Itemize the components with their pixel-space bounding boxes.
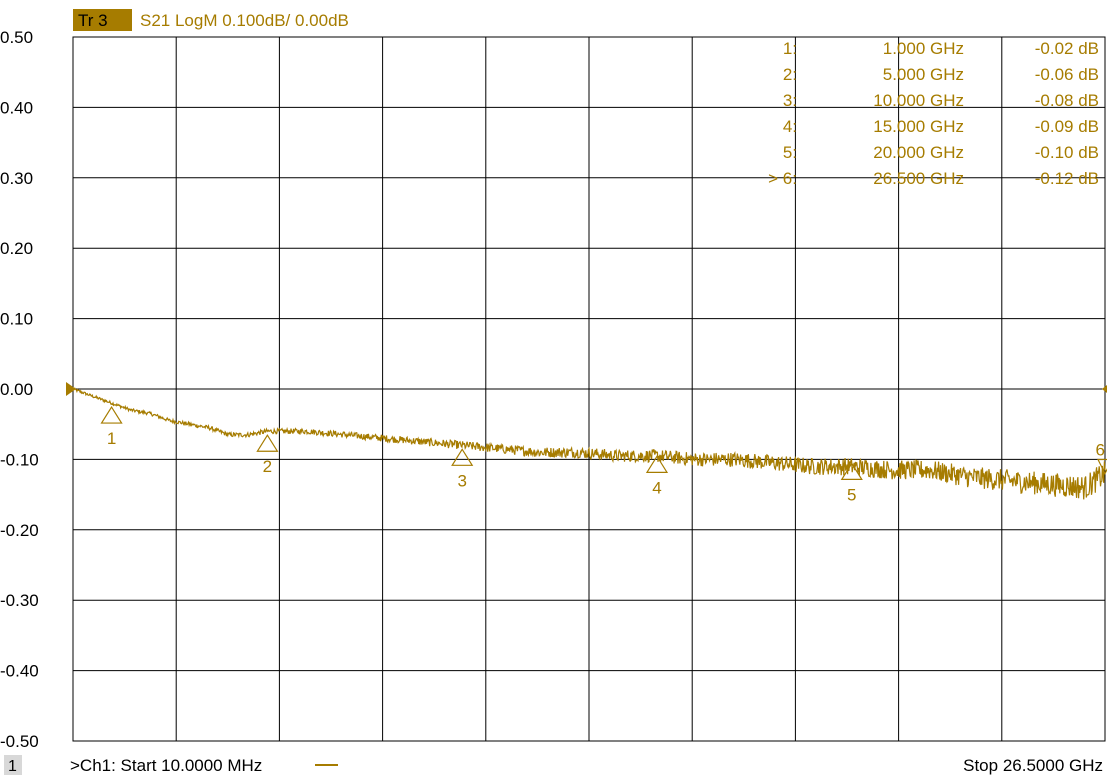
marker-table: 1: 1.000 GHz -0.02 dB 2: 5.000 GHz -0.06 dB 3:… — [768, 39, 1099, 188]
stop-frequency-label: Stop 26.5000 GHz — [963, 756, 1103, 775]
y-tick-label: -0.10 — [0, 450, 39, 469]
marker-table-value: -0.10 dB — [1035, 143, 1099, 162]
marker-table-frequency: 26.500 GHz — [873, 169, 964, 188]
plot-grid — [72, 36, 1106, 742]
y-tick-label: -0.50 — [0, 732, 39, 751]
marker-table-frequency: 20.000 GHz — [873, 143, 964, 162]
marker-table-frequency: 10.000 GHz — [873, 91, 964, 110]
marker-table-frequency: 1.000 GHz — [883, 39, 964, 58]
marker-label: 6 — [1096, 440, 1105, 459]
trace-badge[interactable]: Tr 3 — [78, 11, 108, 30]
y-tick-label: -0.30 — [0, 591, 39, 610]
y-tick-label: 0.00 — [0, 380, 33, 399]
marker-table-value: -0.08 dB — [1035, 91, 1099, 110]
marker-table-index: 3: — [783, 91, 797, 110]
y-tick-label: -0.20 — [0, 521, 39, 540]
trace-info: S21 LogM 0.100dB/ 0.00dB — [140, 11, 349, 30]
y-tick-label: 0.40 — [0, 98, 33, 117]
reference-arrow-right — [1102, 385, 1107, 393]
marker-label: 4 — [652, 478, 661, 497]
marker-table-frequency: 5.000 GHz — [883, 65, 964, 84]
y-tick-label: 0.50 — [0, 28, 33, 47]
marker-table-value: -0.12 dB — [1035, 169, 1099, 188]
reference-arrow-left — [66, 382, 76, 396]
marker-triangle-active[interactable] — [1097, 458, 1107, 475]
marker-table-index: 4: — [783, 117, 797, 136]
marker-triangle[interactable] — [100, 405, 123, 424]
marker-label: 1 — [107, 429, 116, 448]
marker-table-value: -0.06 dB — [1035, 65, 1099, 84]
marker-table-index: 1: — [783, 39, 797, 58]
marker-label: 5 — [847, 485, 856, 504]
marker-table-index: 5: — [783, 143, 797, 162]
y-tick-labels: 0.50 0.40 0.30 0.20 0.10 0.00 -0.10 -0.20 -0.30 -… — [0, 28, 39, 751]
marker-table-value: -0.02 dB — [1035, 39, 1099, 58]
marker-triangle[interactable] — [840, 462, 863, 480]
marker-table-index: > 6: — [768, 169, 797, 188]
trace-s21-line — [72, 387, 1106, 500]
channel-number[interactable]: 1 — [8, 758, 17, 775]
trace-badge-bg — [73, 9, 132, 31]
y-tick-label: 0.30 — [0, 169, 33, 188]
channel-number-bg — [4, 755, 22, 775]
marker-triangle[interactable] — [256, 434, 279, 452]
marker-label: 2 — [263, 457, 272, 476]
y-tick-label: -0.40 — [0, 662, 39, 681]
marker-triangle[interactable] — [451, 448, 474, 466]
marker-label: 3 — [457, 471, 466, 490]
marker-triangle[interactable] — [645, 455, 669, 473]
trace-layer — [66, 382, 1107, 500]
y-tick-label: 0.20 — [0, 239, 33, 258]
marker-table-index: 2: — [783, 65, 797, 84]
marker-table-frequency: 15.000 GHz — [873, 117, 964, 136]
marker-layer: 1 2 3 4 5 6 — [100, 405, 1107, 504]
marker-table-value: -0.09 dB — [1035, 117, 1099, 136]
y-tick-label: 0.10 — [0, 310, 33, 329]
start-frequency-label: >Ch1: Start 10.0000 MHz — [70, 756, 262, 775]
